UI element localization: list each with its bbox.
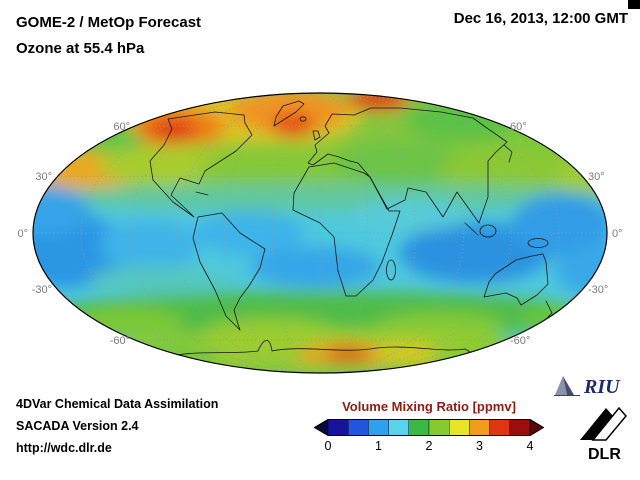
plot-datetime: Dec 16, 2013, 12:00 GMT [453, 10, 628, 27]
australia-outline [483, 253, 549, 306]
japan-outline [503, 144, 513, 163]
south-america-outline [192, 212, 266, 331]
riu-mark-icon-dark [563, 376, 574, 395]
eurasia-outline [307, 107, 508, 224]
dlr-emblem-icon-outline [591, 406, 627, 441]
borneo-outline [479, 224, 497, 238]
page-title-line1: GOME-2 / MetOp Forecast [16, 14, 202, 31]
colorbar-bar [314, 419, 544, 436]
new-guinea-outline [527, 238, 549, 248]
corner-mark [628, 0, 640, 9]
colorbar-outline [314, 419, 544, 436]
lat-label-right-30: 30° [588, 171, 605, 183]
iceland-outline [299, 116, 307, 122]
colorbar-tick-2: 2 [425, 439, 433, 453]
map-rim [32, 92, 608, 374]
lat-label-left-30: 30° [35, 171, 52, 183]
new-zealand-outline [545, 300, 553, 318]
sumatra-outline [464, 222, 479, 236]
colorbar-tick-3: 3 [476, 439, 483, 453]
ozone-map: 60° 30° 0° -30° -60° 60° 30° 0° -30° -60… [17, 92, 623, 374]
colorbar: Volume Mixing Ratio [ppmv] 0 1 2 3 4 [314, 399, 544, 453]
madagascar-outline [386, 259, 396, 281]
map-area: 60° 30° 0° -30° -60° 60° 30° 0° -30° -60… [10, 85, 630, 395]
colorbar-tick-1: 1 [375, 439, 382, 453]
plot-title: GOME-2 / MetOp Forecast Ozone at 55.4 hP… [16, 10, 201, 62]
dlr-logo: DLR [580, 406, 627, 463]
footer-line-assimilation: 4DVar Chemical Data Assimilation [16, 397, 219, 411]
latitude-labels: 60° 30° 0° -30° -60° 60° 30° 0° -30° -60… [17, 121, 622, 347]
page-title-line2: Ozone at 55.4 hPa [16, 40, 145, 57]
riu-logo: RIU [554, 376, 621, 398]
footer-line-version: SACADA Version 2.4 [16, 419, 139, 433]
lat-label-left-m30: -30° [32, 284, 52, 296]
lat-label-right-m30: -30° [588, 284, 608, 296]
colorbar-left-arrow [314, 419, 329, 436]
globe-field [33, 93, 607, 373]
dlr-emblem-icon [580, 408, 613, 440]
dlr-text: DLR [588, 446, 621, 463]
colorbar-ticks: 0 1 2 3 4 [314, 439, 544, 453]
north-america-outline [149, 111, 253, 218]
footer-line-url: http://wdc.dlr.de [16, 441, 112, 455]
greenland-outline [273, 100, 305, 127]
lat-label-left-60: 60° [113, 121, 130, 133]
africa-outline [292, 162, 401, 297]
lat-label-left-0: 0° [17, 228, 28, 240]
colorbar-tick-4: 4 [526, 439, 534, 453]
colorbar-segments [327, 419, 531, 436]
graticule [33, 93, 607, 373]
lat-label-left-m60: -60° [110, 335, 130, 347]
colorbar-title: Volume Mixing Ratio [ppmv] [342, 399, 516, 414]
uk-outline [312, 130, 321, 141]
lat-label-right-0: 0° [612, 228, 623, 240]
cuba-outline [195, 191, 209, 196]
riu-text: RIU [583, 376, 621, 398]
colorbar-tick-0: 0 [324, 439, 332, 453]
lat-label-right-60: 60° [510, 121, 527, 133]
lat-label-right-m60: -60° [510, 335, 530, 347]
colorbar-right-arrow [529, 419, 544, 436]
